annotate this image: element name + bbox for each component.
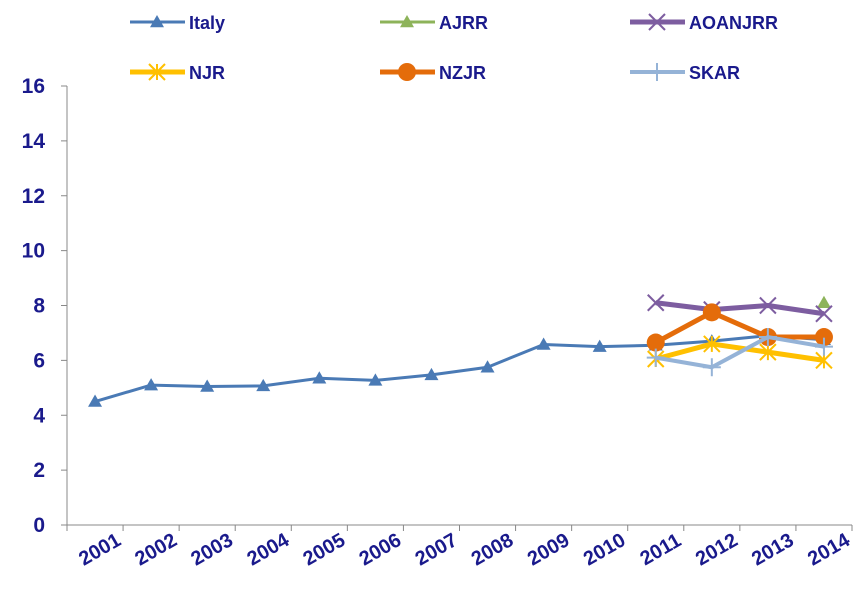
data-point [368,373,383,386]
x-tick-label: 2004 [243,529,293,571]
data-point [647,294,665,312]
data-point [814,337,833,356]
legend-item-nzjr: NZJR [380,63,486,83]
data-point [815,305,833,323]
series-line [655,300,825,317]
data-point [646,333,665,352]
y-tick-label: 2 [33,459,45,482]
series-line [94,334,825,403]
x-tick-label: 2010 [580,529,630,570]
y-tick-label: 12 [22,185,45,208]
data-point [88,394,103,407]
data-point [312,371,327,384]
x-tick-label: 2008 [468,529,518,570]
x-tick-label: 2007 [412,529,462,570]
series-skar [646,328,833,377]
legend-item-njr: NJR [130,63,225,83]
legend-marker-icon [148,63,166,81]
x-tick-label: 2013 [748,529,798,570]
x-tick-label: 2012 [692,529,742,570]
x-tick-label: 2003 [187,529,237,570]
data-point [144,378,159,391]
legend-marker-icon [648,63,666,81]
legend: Italy AJRR AOANJRR NJR NZJR SKAR [130,13,778,83]
data-point [424,367,439,381]
data-point [702,303,721,322]
y-tick-label: 0 [33,514,45,537]
legend-label: AJRR [439,13,488,33]
data-point [759,296,777,315]
x-tick-label: 2006 [356,529,406,570]
x-tick-label: 2014 [804,529,854,571]
data-point [480,360,495,373]
legend-marker-icon [150,15,164,28]
y-tick-label: 10 [22,240,45,263]
legend-label: AOANJRR [689,13,778,33]
data-point [758,328,777,347]
data-point [536,337,551,350]
data-point [759,343,777,361]
legend-item-skar: SKAR [630,63,740,83]
series-line [654,309,824,345]
x-tick-label: 2009 [524,529,574,570]
series-ajrr [816,295,831,309]
data-point [592,339,607,352]
series-group [88,294,833,407]
legend-marker-icon [400,15,414,28]
y-tick-label: 8 [33,295,45,318]
y-tick-label: 4 [33,404,45,427]
legend-item-italy: Italy [130,13,225,33]
legend-label: Italy [189,13,225,33]
legend-label: SKAR [689,63,740,83]
data-point [702,358,721,377]
series-line [655,341,825,363]
series-line [655,335,825,370]
legend-marker-icon [648,13,666,31]
data-point [200,379,215,392]
x-tick-label: 2001 [75,529,125,570]
x-tick-label: 2002 [131,529,181,570]
legend-label: NJR [189,63,225,83]
y-tick-label: 16 [22,75,45,98]
data-point [814,328,833,347]
series-aoanjrr [647,294,833,323]
data-point [703,335,721,353]
y-tick-label: 6 [33,349,45,372]
data-point [816,295,831,309]
legend-label: NZJR [439,63,486,83]
x-tick-label: 2005 [300,529,350,570]
legend-marker-icon [398,63,416,81]
legend-item-aoanjrr: AOANJRR [630,13,778,33]
legend-item-ajrr: AJRR [380,13,488,33]
x-tick-label: 2011 [636,529,685,570]
y-tick-label: 14 [22,130,46,153]
data-point [646,348,665,367]
data-point [256,378,271,392]
